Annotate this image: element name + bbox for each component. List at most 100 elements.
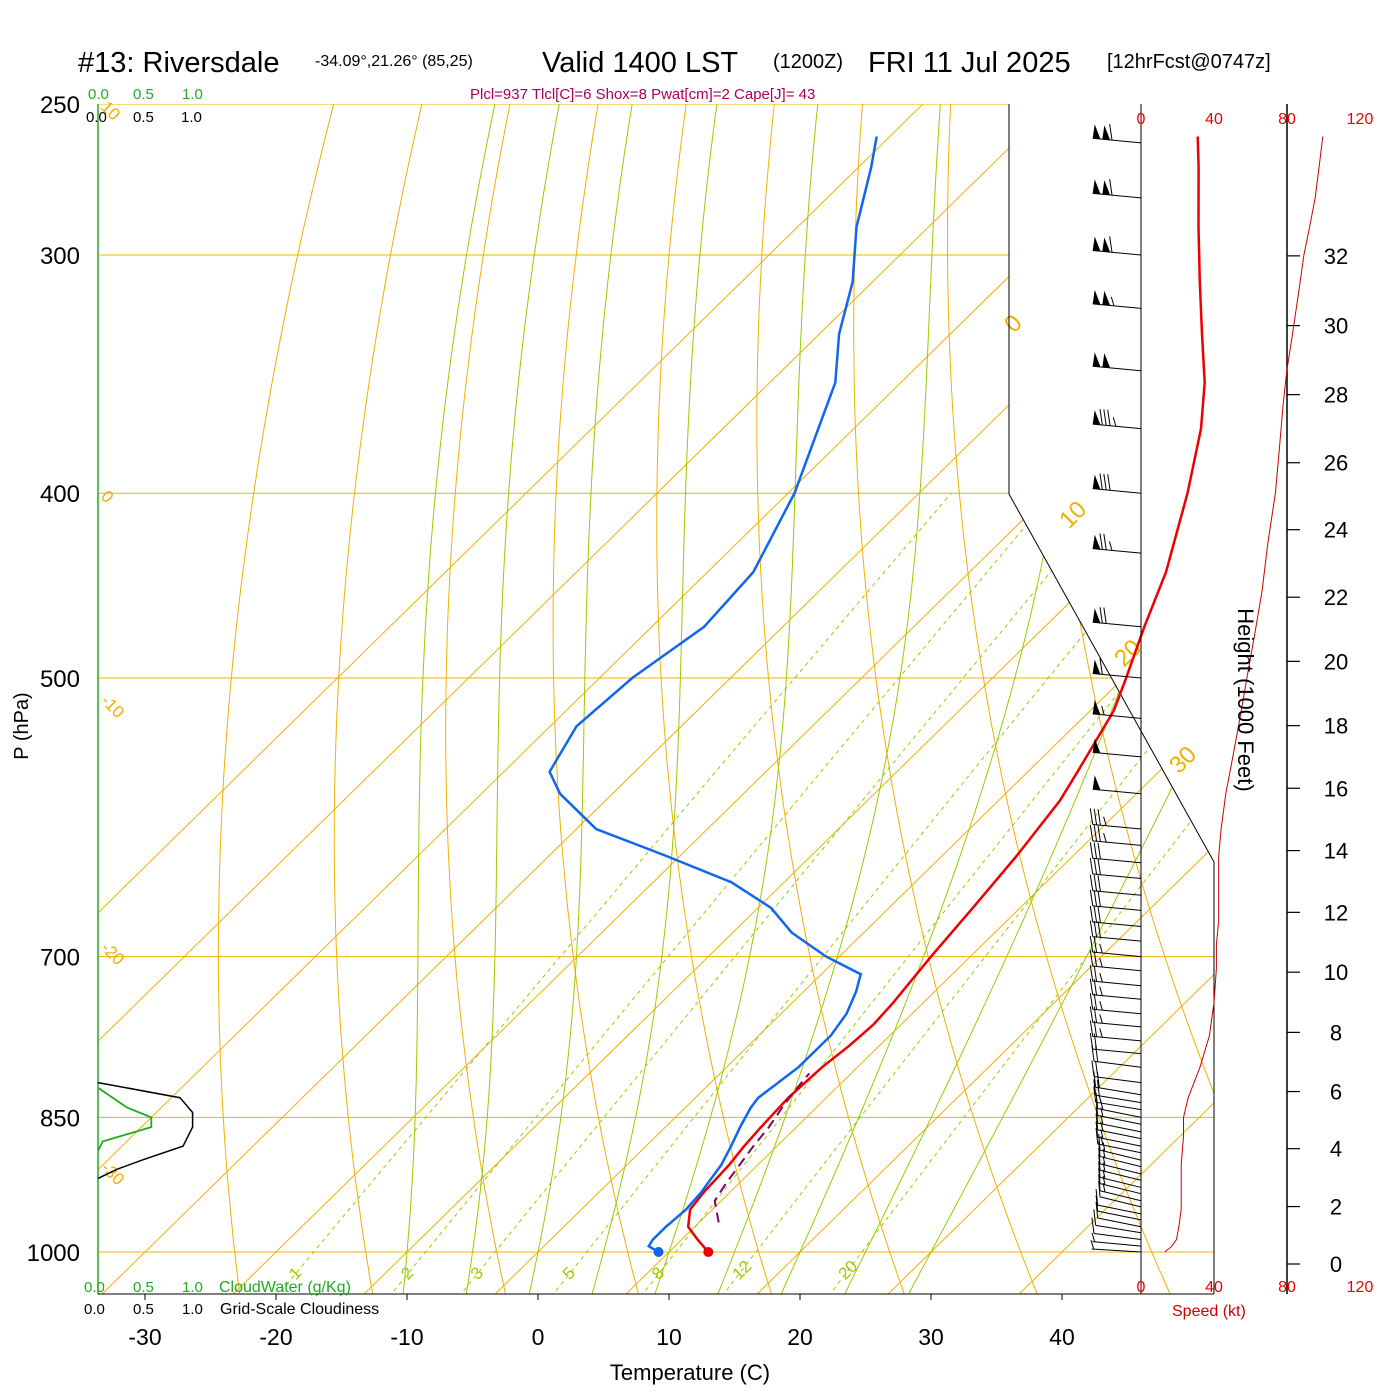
surface-dewpoint-marker xyxy=(653,1247,664,1257)
isotherm-label: 0 xyxy=(97,487,117,507)
cloud-water-scale-bottom-2: 1.0 xyxy=(182,1279,203,1296)
wind-barb xyxy=(1092,124,1142,144)
surface-temperature-marker xyxy=(703,1247,714,1257)
height-tick-label: 28 xyxy=(1324,383,1348,408)
dry-adiabat-line xyxy=(1301,70,1400,1316)
height-tick-label: 4 xyxy=(1330,1137,1342,1162)
wind-barb xyxy=(1092,473,1142,494)
wind-barb xyxy=(1091,1232,1142,1247)
cloudiness-scale-bottom-0: 0.0 xyxy=(84,1301,105,1318)
mixing-ratio-label: 3 xyxy=(467,1263,487,1283)
speed-tick-label-bottom: 40 xyxy=(1205,1279,1223,1296)
speed-tick-label-bottom: 120 xyxy=(1347,1279,1374,1296)
height-tick-label: 26 xyxy=(1324,451,1348,476)
dry-adiabat-line xyxy=(756,104,913,1294)
isotherm-label: -20 xyxy=(97,938,128,969)
mixing-ratio-label: 20 xyxy=(835,1257,862,1284)
cloudiness-scale-bottom-1: 0.5 xyxy=(133,1301,154,1318)
pressure-tick-label: 300 xyxy=(40,243,80,270)
valid-date: FRI 11 Jul 2025 xyxy=(868,47,1071,79)
isotherm-line xyxy=(98,104,1214,1294)
dry-adiabat-line xyxy=(445,104,518,1294)
wind-barb xyxy=(1092,236,1142,256)
wind-barb xyxy=(1092,775,1142,795)
wind-barb xyxy=(1089,889,1142,911)
moist-adiabat-line xyxy=(707,104,943,1294)
isotherm-line xyxy=(734,104,1214,1294)
speed-tick-label-top: 120 xyxy=(1347,111,1374,128)
moist-adiabat-line xyxy=(584,104,720,1294)
wind-barb xyxy=(1089,965,1142,987)
cloudiness-scale-bottom-2: 1.0 xyxy=(182,1301,203,1318)
wind-barb xyxy=(1089,978,1142,1000)
background-lines xyxy=(98,70,1400,1316)
right-plot-edge xyxy=(1008,104,1215,1294)
wind-barb xyxy=(1091,1217,1142,1240)
wind-barb xyxy=(1095,1107,1142,1133)
cloud-profiles xyxy=(97,1081,194,1180)
wind-barb xyxy=(1095,1195,1142,1221)
speed-tick-label-top: 40 xyxy=(1205,111,1223,128)
isotherm-line xyxy=(98,104,1089,1294)
wind-barb xyxy=(1092,352,1142,372)
isotherm-line xyxy=(341,104,1214,1294)
x-tick-label: 0 xyxy=(532,1324,545,1350)
height-axis-title: Height (1000 Feet) xyxy=(1233,608,1258,791)
cloudiness-scale-top-2: 1.0 xyxy=(181,109,202,126)
cloud-water-profile xyxy=(97,1086,153,1152)
moist-adiabat-line xyxy=(399,104,499,1294)
x-tick-label: 20 xyxy=(787,1324,813,1350)
moist-adiabat-line xyxy=(645,104,821,1294)
wind-barb xyxy=(1089,993,1142,1015)
mixing-ratio-line xyxy=(535,492,1200,1294)
wind-barb xyxy=(1092,658,1142,679)
dewpoint-line xyxy=(548,136,878,1254)
wind-barb xyxy=(1092,607,1142,628)
mixing-ratio-label: 12 xyxy=(729,1257,756,1284)
height-tick-label: 6 xyxy=(1330,1080,1342,1105)
height-tick-label: 14 xyxy=(1324,839,1348,864)
pressure-tick-label: 850 xyxy=(40,1105,80,1132)
wind-barb xyxy=(1095,1189,1142,1215)
wind-barb xyxy=(1092,533,1142,554)
dry-adiabat-line xyxy=(1388,70,1400,1316)
mixing-ratio-line xyxy=(443,492,1117,1294)
wind-barb xyxy=(1098,1140,1142,1168)
dry-adiabat-line xyxy=(1037,104,1214,1294)
wind-barb xyxy=(1098,1154,1142,1181)
wind-barb xyxy=(1091,1060,1142,1084)
pressure-tick-label: 1000 xyxy=(27,1240,80,1267)
cloud-water-scale-top-1: 0.5 xyxy=(133,86,154,103)
wind-barb xyxy=(1098,1134,1142,1161)
wind-barb xyxy=(1091,1045,1142,1068)
wind-barb xyxy=(1089,1006,1142,1028)
isotherm-label: 10 xyxy=(1054,496,1092,534)
dry-adiabat-line xyxy=(656,104,779,1294)
isotherm-line xyxy=(210,104,1214,1294)
height-tick-label: 20 xyxy=(1324,649,1348,674)
wind-barb xyxy=(1089,936,1142,958)
dry-adiabat-line xyxy=(947,104,1181,1294)
wind-barb xyxy=(1093,1071,1142,1096)
cloud-water-scale-top-2: 1.0 xyxy=(182,86,203,103)
speed-axis-title: Speed (kt) xyxy=(1172,1303,1246,1320)
dry-adiabat-line xyxy=(1126,104,1214,1294)
cloud-water-label: CloudWater (g/Kg) xyxy=(219,1279,351,1296)
cloud-water-scale-top-0: 0.0 xyxy=(88,86,109,103)
temperature-line xyxy=(686,136,1206,1253)
wind-barb xyxy=(1092,699,1142,719)
pressure-tick-label: 250 xyxy=(40,92,80,119)
valid-zulu: (1200Z) xyxy=(773,51,843,73)
y-axis-title: P (hPa) xyxy=(11,692,33,759)
wind-barb xyxy=(1098,1180,1142,1208)
pressure-tick-label: 700 xyxy=(40,945,80,972)
mixing-ratio-label: 8 xyxy=(648,1263,668,1283)
isotherm-label: -10 xyxy=(97,691,128,722)
axis-labels: Temperature (C) P (hPa) Height (1000 Fee… xyxy=(11,86,1258,1385)
mixing-ratio-line xyxy=(813,492,1214,1294)
isotherm-label: 0 xyxy=(999,310,1028,339)
cloudiness-profile xyxy=(97,1081,194,1180)
x-axis-title: Temperature (C) xyxy=(610,1360,770,1385)
dry-adiabat-line xyxy=(853,104,1047,1294)
